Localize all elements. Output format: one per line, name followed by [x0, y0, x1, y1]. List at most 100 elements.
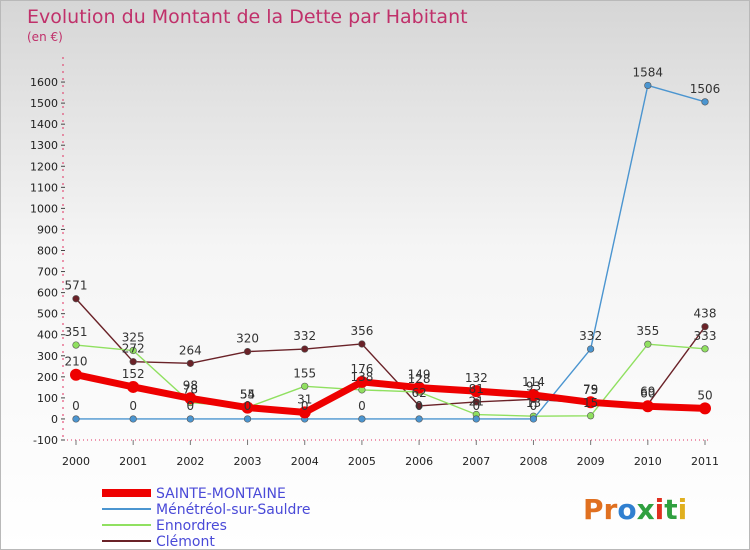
data-point: [699, 402, 711, 415]
data-label: 21: [469, 395, 484, 409]
data-label: 333: [694, 329, 717, 343]
data-label: 69: [640, 384, 655, 398]
y-tick-label: 1200: [30, 160, 58, 173]
data-point: [241, 401, 254, 414]
data-point: [298, 406, 311, 419]
y-tick-label: 900: [37, 223, 58, 236]
data-point: [129, 415, 137, 423]
y-tick-label: 500: [37, 308, 58, 321]
data-label: 325: [122, 331, 145, 345]
data-point: [129, 346, 137, 355]
chart-title: Evolution du Montant de la Dette par Hab…: [27, 6, 468, 28]
data-label: 0: [530, 399, 538, 413]
data-point: [301, 345, 309, 353]
data-label: 0: [187, 399, 195, 413]
data-label: 54: [240, 388, 255, 402]
series-line: [75, 84, 706, 420]
data-point: [641, 400, 654, 413]
x-tick-label: 2006: [405, 455, 433, 468]
proxiti-logo: Proxiti: [583, 493, 687, 526]
x-tick-label: 2002: [176, 455, 204, 468]
data-label: 272: [122, 342, 145, 356]
y-tick-label: 0: [51, 413, 58, 426]
data-label: 62: [411, 386, 426, 400]
data-label: 0: [415, 399, 423, 413]
x-tick-label: 2010: [634, 455, 662, 468]
data-point: [701, 98, 709, 106]
data-point: [644, 340, 652, 348]
data-label: 81: [469, 382, 484, 396]
data-label: 128: [408, 372, 431, 386]
data-label: 60: [640, 386, 655, 400]
data-point: [415, 402, 423, 410]
y-tick-label: 200: [37, 371, 58, 384]
data-point: [587, 412, 595, 420]
data-label: 55: [240, 387, 255, 401]
data-label: 149: [408, 368, 431, 382]
data-label: 332: [579, 329, 602, 343]
chart-subtitle: (en €): [27, 30, 63, 44]
data-label: 356: [350, 324, 373, 338]
x-tick-label: 2001: [119, 455, 147, 468]
data-point: [186, 359, 194, 367]
data-label: 351: [65, 325, 88, 339]
y-tick-label: 600: [37, 287, 58, 300]
data-point: [358, 415, 366, 423]
data-point: [72, 295, 80, 303]
x-tick-label: 2003: [234, 455, 262, 468]
data-label: 0: [129, 399, 137, 413]
series-line: [72, 371, 709, 416]
data-label: 0: [72, 399, 80, 413]
data-label: 75: [583, 383, 598, 397]
x-tick-label: 2007: [462, 455, 490, 468]
data-label: 176: [350, 362, 373, 376]
data-label: 0: [301, 399, 309, 413]
data-point: [527, 388, 540, 401]
data-point: [70, 368, 82, 381]
data-point: [184, 392, 197, 405]
data-label: 0: [358, 399, 366, 413]
series-layer: [70, 81, 711, 423]
data-point: [472, 398, 480, 406]
data-label: 0: [472, 399, 480, 413]
data-point: [72, 341, 80, 349]
data-point: [529, 415, 538, 423]
data-point: [472, 415, 480, 423]
data-point: [644, 81, 652, 90]
data-point: [243, 415, 252, 423]
legend-label: SAINTE-MONTAINE: [156, 486, 286, 502]
axes: -100010020030040050060070080090010001100…: [30, 57, 719, 468]
legend: SAINTE-MONTAINEMénétréol-sur-SauldreEnno…: [102, 486, 311, 549]
data-point: [701, 345, 709, 353]
data-label: 155: [293, 366, 316, 380]
legend-label: Ennordres: [156, 518, 227, 534]
y-tick-label: 1000: [30, 202, 58, 215]
data-point: [587, 345, 595, 353]
y-tick-label: 1600: [30, 76, 58, 89]
y-tick-label: 300: [37, 350, 58, 363]
y-tick-label: -100: [33, 434, 58, 447]
y-tick-label: 800: [37, 245, 58, 258]
x-tick-label: 2000: [62, 455, 90, 468]
data-label: 50: [697, 388, 712, 402]
data-point: [127, 380, 140, 393]
data-labels: 210 152 98 54 31 176 149 132 114 79 60 50 0 0 0 0 0 0 0 0 0 3…: [65, 65, 721, 413]
data-label: 98: [183, 378, 198, 392]
y-tick-label: 100: [37, 392, 58, 405]
data-point: [584, 396, 597, 409]
data-point: [413, 381, 426, 394]
data-point: [129, 358, 137, 366]
data-label: 355: [636, 324, 659, 338]
y-tick-label: 400: [37, 329, 58, 342]
x-tick-label: 2011: [691, 455, 719, 468]
data-point: [243, 347, 252, 356]
brand-text: Proxiti: [583, 493, 687, 526]
data-point: [358, 340, 366, 348]
data-label: 114: [522, 375, 545, 389]
x-tick-label: 2008: [519, 455, 547, 468]
data-point: [301, 382, 309, 390]
data-label: 78: [183, 383, 198, 397]
x-tick-label: 2009: [577, 455, 605, 468]
